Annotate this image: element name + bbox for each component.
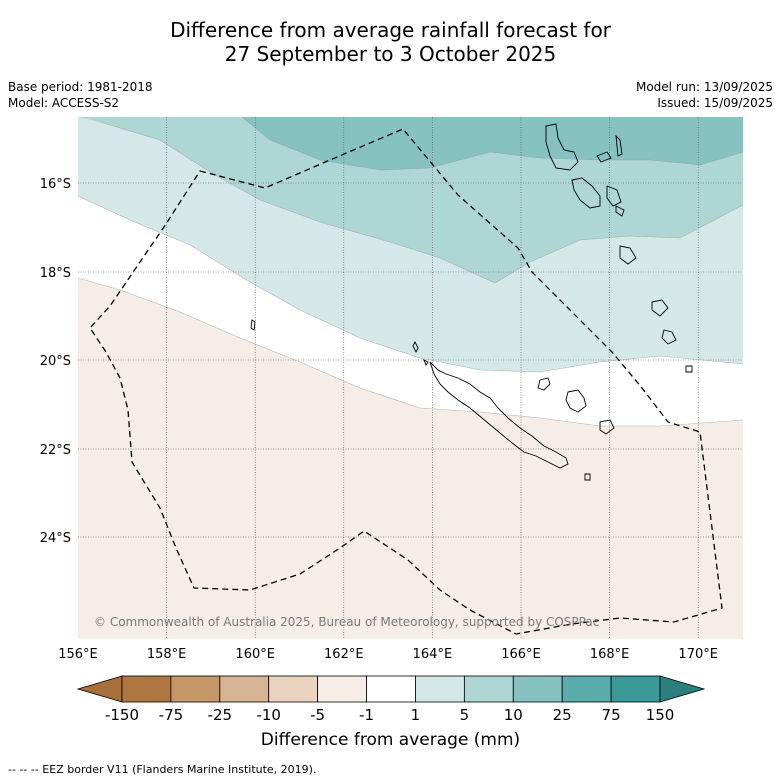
title-line-1: Difference from average rainfall forecas… <box>170 18 611 42</box>
vanuatu-islands <box>545 123 579 171</box>
colorbar-swatch <box>268 675 319 703</box>
lon-label: 158°E <box>147 647 187 662</box>
lat-label: 18°S <box>40 266 71 281</box>
colorbar-swatch <box>366 675 416 703</box>
colorbar-swatch <box>610 675 661 703</box>
colorbar-label: -25 <box>208 706 233 724</box>
meta-left: Base period: 1981-2018 Model: ACCESS-S2 <box>8 79 153 111</box>
colorbar-extension-low <box>76 675 123 703</box>
colorbar-swatch <box>463 675 514 703</box>
lon-label: 162°E <box>324 647 364 662</box>
contour-lines <box>78 117 743 427</box>
eez-legend: -- -- -- EEZ border V11 (Flanders Marine… <box>8 763 317 776</box>
colorbar-label: -5 <box>310 706 325 724</box>
meta-right: Model run: 13/09/2025 Issued: 15/09/2025 <box>636 79 773 111</box>
colorbar-swatch <box>121 675 172 703</box>
colorbar-label: -10 <box>256 706 281 724</box>
longitude-labels: 156°E 158°E 160°E 162°E 164°E 166°E 168°… <box>58 647 718 662</box>
colorbar-swatch <box>512 675 563 703</box>
colorbar-label: 25 <box>553 706 572 724</box>
lat-label: 16°S <box>40 177 71 192</box>
colorbar-label: 5 <box>460 706 470 724</box>
coastlines <box>250 123 693 481</box>
issued-date: Issued: 15/09/2025 <box>657 96 773 110</box>
colorbar-swatch <box>561 675 612 703</box>
map-title: Difference from average rainfall forecas… <box>0 18 781 66</box>
colorbar-label: -75 <box>159 706 184 724</box>
colorbar-swatch <box>415 675 465 703</box>
rainfall-anomaly-map: © Commonwealth of Australia 2025, Bureau… <box>78 117 743 639</box>
colorbar-swatch <box>219 675 270 703</box>
title-line-2: 27 September to 3 October 2025 <box>224 42 557 66</box>
copyright-note: © Commonwealth of Australia 2025, Bureau… <box>94 615 599 629</box>
colorbar-title: Difference from average (mm) <box>260 730 521 750</box>
model-run: Model run: 13/09/2025 <box>635 80 773 94</box>
loyalty-islands <box>537 377 551 391</box>
colorbar: -150 -75 -25 -10 -5 -1 1 5 10 25 75 150 <box>76 675 706 724</box>
gridlines <box>78 117 743 639</box>
colorbar-label: 1 <box>411 706 421 724</box>
colorbar-label: -150 <box>105 706 139 724</box>
colorbar-label: 150 <box>646 706 675 724</box>
lat-label: 24°S <box>40 531 71 546</box>
band-10-25 <box>242 117 743 170</box>
model-name: Model: ACCESS-S2 <box>8 96 120 110</box>
colorbar-extension-high <box>659 675 706 703</box>
colorbar-swatch <box>170 675 221 703</box>
lon-label: 156°E <box>58 647 98 662</box>
lon-label: 170°E <box>678 647 718 662</box>
lon-label: 166°E <box>501 647 541 662</box>
colorbar-label: 75 <box>602 706 621 724</box>
colorbar-swatch <box>317 675 367 703</box>
lon-label: 160°E <box>235 647 275 662</box>
new-caledonia-island <box>429 361 569 469</box>
colorbar-label: -1 <box>359 706 374 724</box>
lon-label: 164°E <box>413 647 453 662</box>
latitude-labels: 16°S 18°S 20°S 22°S 24°S <box>40 177 71 546</box>
eez-border <box>89 128 723 635</box>
lat-label: 22°S <box>40 443 71 458</box>
base-period: Base period: 1981-2018 <box>8 80 153 94</box>
lon-label: 168°E <box>590 647 630 662</box>
colorbar-label: 10 <box>504 706 523 724</box>
lat-label: 20°S <box>40 354 71 369</box>
